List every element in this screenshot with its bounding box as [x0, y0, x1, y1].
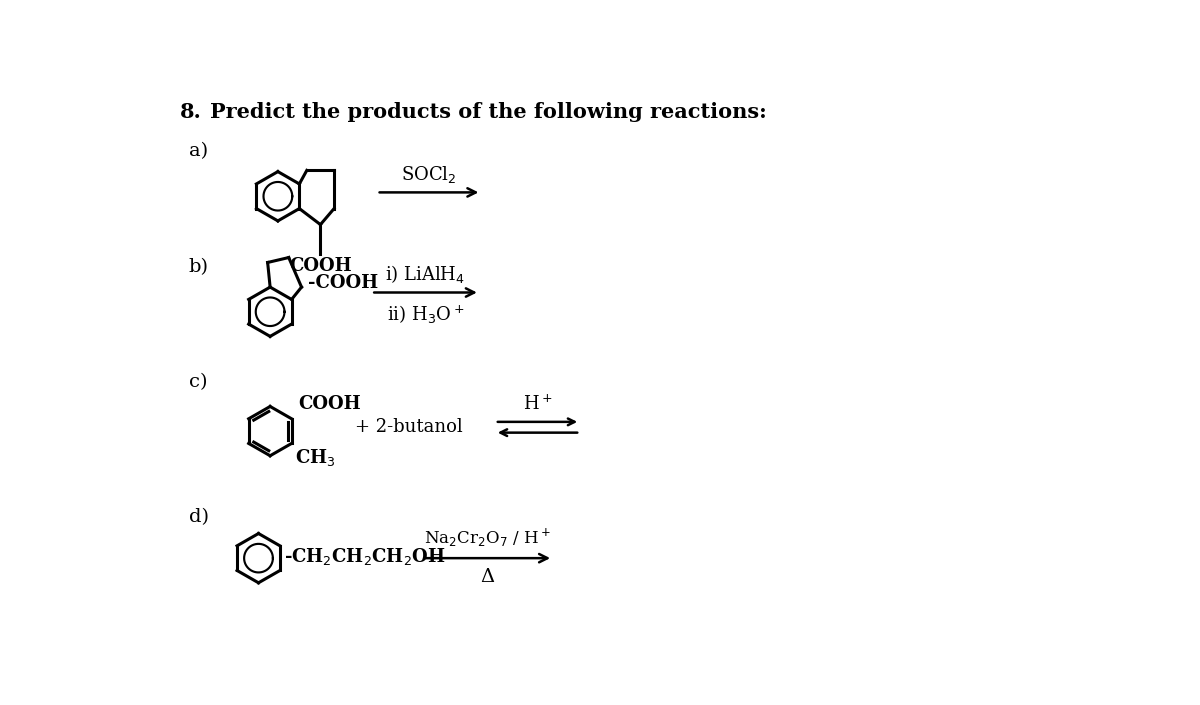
Text: + 2-butanol: + 2-butanol	[355, 418, 463, 436]
Text: c): c)	[188, 374, 208, 391]
Text: ii) H$_3$O$^+$: ii) H$_3$O$^+$	[386, 302, 464, 324]
Text: b): b)	[188, 258, 209, 276]
Text: H$^+$: H$^+$	[523, 394, 552, 413]
Text: COOH: COOH	[298, 395, 360, 412]
Text: -COOH: -COOH	[307, 274, 378, 293]
Text: i) LiAlH$_4$: i) LiAlH$_4$	[385, 263, 466, 285]
Text: d): d)	[188, 508, 209, 526]
Text: Δ: Δ	[480, 568, 494, 586]
Text: a): a)	[188, 142, 208, 160]
Text: SOCl$_2$: SOCl$_2$	[401, 164, 457, 185]
Text: -CH$_2$CH$_2$CH$_2$OH: -CH$_2$CH$_2$CH$_2$OH	[284, 546, 445, 567]
Text: Predict the products of the following reactions:: Predict the products of the following re…	[210, 102, 767, 122]
Text: Na$_2$Cr$_2$O$_7$ / H$^+$: Na$_2$Cr$_2$O$_7$ / H$^+$	[424, 527, 551, 549]
Text: COOH: COOH	[289, 257, 352, 275]
Text: 8.: 8.	[180, 102, 202, 122]
Text: CH$_3$: CH$_3$	[295, 447, 336, 468]
